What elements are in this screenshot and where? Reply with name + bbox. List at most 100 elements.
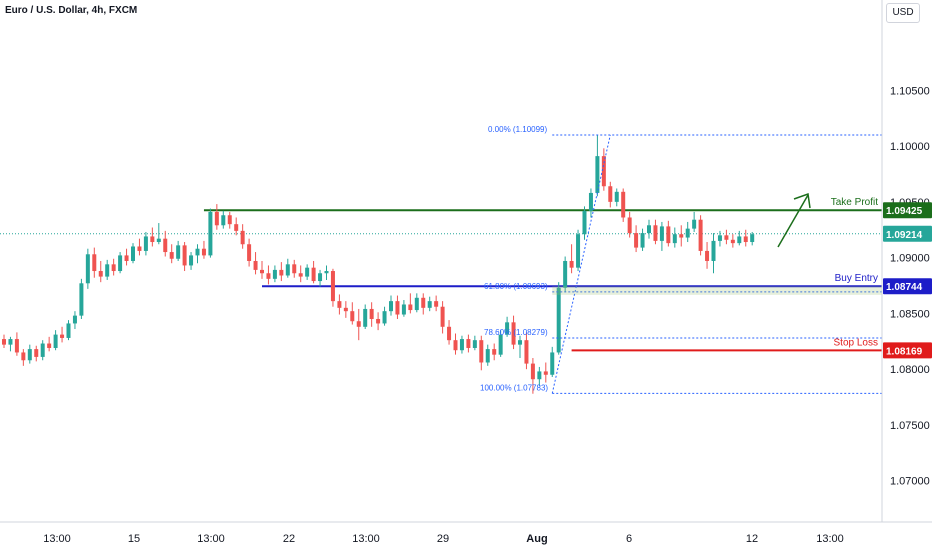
candle-body xyxy=(34,349,39,357)
candle-body xyxy=(382,311,387,324)
candle-body xyxy=(472,340,477,348)
price-tick-label: 1.09000 xyxy=(890,253,930,265)
time-tick-label: 13:00 xyxy=(816,533,844,545)
candle-body xyxy=(195,248,200,256)
candle-body xyxy=(369,308,374,319)
take-profit-price-text: 1.09425 xyxy=(886,206,923,217)
candle-body xyxy=(266,273,271,279)
candle-body xyxy=(640,233,645,248)
currency-badge[interactable]: USD xyxy=(886,3,920,23)
candle-body xyxy=(363,308,368,327)
time-tick-label: 22 xyxy=(283,533,295,545)
time-tick-label: 13:00 xyxy=(352,533,380,545)
fib-level-label: 0.00% (1.10099) xyxy=(488,125,547,134)
candle-body xyxy=(40,343,45,357)
candle-body xyxy=(8,339,13,345)
candle-body xyxy=(556,287,561,353)
candle-body xyxy=(182,245,187,266)
candle-body xyxy=(750,234,755,243)
candle-body xyxy=(253,260,258,270)
candle-body xyxy=(337,301,342,308)
time-tick-label: 13:00 xyxy=(197,533,225,545)
candle-body xyxy=(550,352,555,375)
candle-body xyxy=(537,371,542,380)
candle-body xyxy=(524,340,529,364)
candle-body xyxy=(685,228,690,238)
candle-body xyxy=(672,234,677,244)
take-profit-price-badge xyxy=(883,202,932,219)
price-axis[interactable]: 1.105001.100001.095001.090001.085001.080… xyxy=(881,0,932,522)
candle-body xyxy=(530,363,535,380)
time-tick-label: 13:00 xyxy=(43,533,71,545)
candle-body xyxy=(14,339,19,353)
candle-body xyxy=(66,323,71,338)
time-axis[interactable]: 13:00 15 13:00 22 13:00 29 Aug 6 12 13:00 xyxy=(0,521,932,545)
candle-body xyxy=(2,339,6,345)
candle-body xyxy=(311,267,316,282)
candle-body xyxy=(711,240,716,261)
candle-body xyxy=(434,301,439,307)
candle-body xyxy=(595,156,600,193)
candle-body xyxy=(634,233,639,248)
candle-body xyxy=(350,311,355,322)
take-profit-label: Take Profit xyxy=(831,197,878,208)
candle-body xyxy=(234,224,239,231)
candle-body xyxy=(143,236,148,251)
candle-body xyxy=(176,245,181,259)
time-tick-label: 29 xyxy=(437,533,449,545)
current-price-badge xyxy=(883,225,932,242)
candle-body xyxy=(440,306,445,327)
stop-loss-label: Stop Loss xyxy=(834,337,878,348)
candle-body xyxy=(221,215,226,226)
candle-body xyxy=(459,339,464,351)
up-arrow-head-icon xyxy=(793,192,811,209)
candle-body xyxy=(201,248,206,256)
candle-body xyxy=(498,334,503,355)
candle-body xyxy=(492,349,497,355)
time-tick-label: 15 xyxy=(128,533,140,545)
buy-entry-label: Buy Entry xyxy=(835,273,878,284)
price-tick-label: 1.08500 xyxy=(890,308,930,320)
candle-body xyxy=(576,234,581,268)
candle-body xyxy=(614,191,619,202)
candle-body xyxy=(679,234,684,238)
candle-body xyxy=(608,186,613,202)
candle-body xyxy=(156,238,161,243)
candle-body xyxy=(260,269,264,274)
candle-body xyxy=(743,236,748,243)
candle-body xyxy=(730,239,735,244)
candle-body xyxy=(324,271,329,274)
candle-body xyxy=(582,210,587,235)
candle-body xyxy=(118,255,123,272)
candle-body xyxy=(27,349,32,361)
candle-body xyxy=(163,238,168,253)
candle-body xyxy=(189,255,194,266)
candle-body xyxy=(131,246,135,261)
candle-body xyxy=(621,191,626,218)
candle-body xyxy=(227,215,232,225)
price-tick-label: 1.07000 xyxy=(890,476,930,488)
candle-body xyxy=(601,156,606,187)
buy-entry-price-text: 1.08744 xyxy=(886,282,923,293)
candle-body xyxy=(72,315,77,324)
candle-body xyxy=(298,273,303,277)
candle-body xyxy=(279,269,284,276)
time-tick-label: Aug xyxy=(526,533,547,545)
candle-body xyxy=(569,260,574,268)
buy-zone xyxy=(552,286,882,295)
candle-body xyxy=(330,271,335,302)
up-arrow-icon xyxy=(777,194,809,248)
fib-trendline xyxy=(551,134,611,394)
candle-body xyxy=(98,271,103,277)
candle-body xyxy=(150,236,155,243)
candle-body xyxy=(421,297,426,308)
candle-body xyxy=(376,318,381,324)
candle-body xyxy=(724,235,729,240)
candle-body xyxy=(647,225,651,234)
candle-body xyxy=(485,349,490,363)
candle-body xyxy=(389,301,393,312)
candle-body xyxy=(414,297,419,311)
price-tick-label: 1.10500 xyxy=(890,85,930,97)
